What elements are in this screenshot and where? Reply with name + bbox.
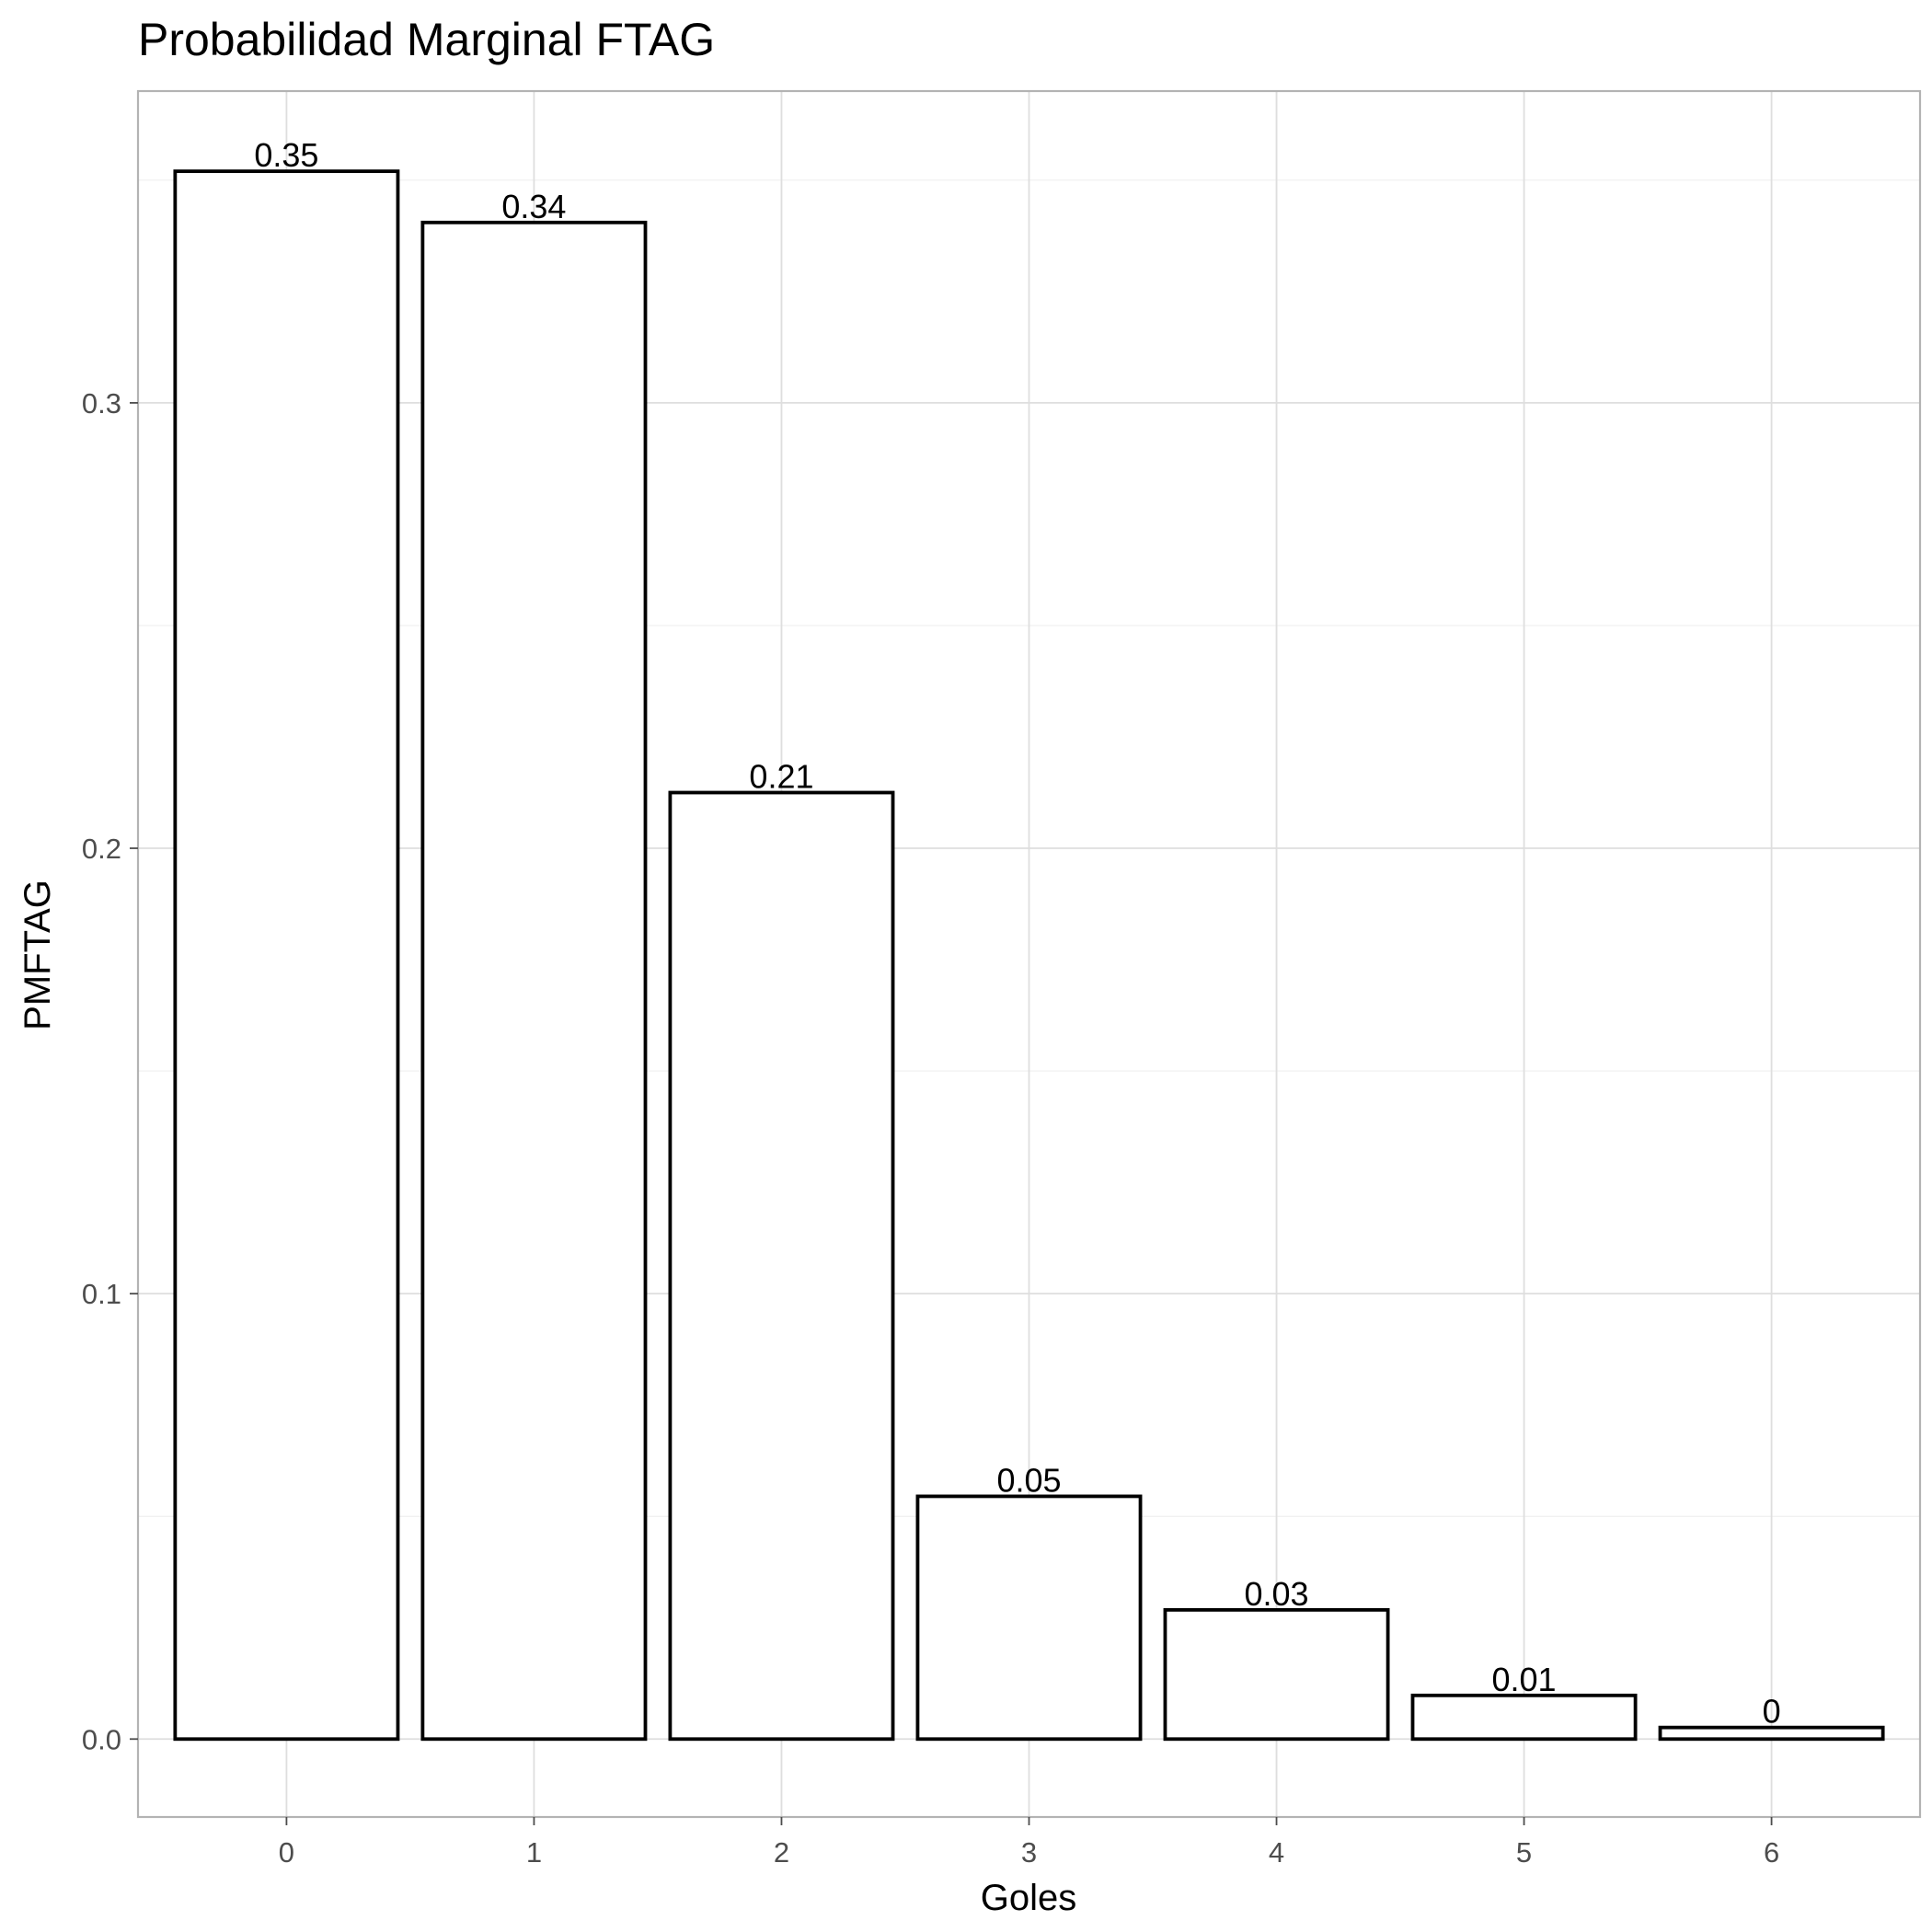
y-tick-label: 0.2 xyxy=(82,833,121,865)
x-tick-label: 6 xyxy=(1764,1836,1779,1869)
data-label-5: 0.01 xyxy=(1492,1661,1557,1698)
bar-4 xyxy=(1163,1607,1390,1742)
data-label-4: 0.03 xyxy=(1244,1575,1308,1613)
bar-5 xyxy=(1410,1693,1638,1742)
axes: 0.0 0.1 0.2 0.3 0 1 2 3 4 5 6 xyxy=(82,387,1779,1869)
chart-title: Probabilidad Marginal FTAG xyxy=(138,14,715,65)
data-label-2: 0.21 xyxy=(749,758,813,796)
x-tick-label: 2 xyxy=(774,1836,789,1869)
y-tick-label: 0.1 xyxy=(82,1278,121,1310)
data-label-0: 0.35 xyxy=(254,136,318,174)
x-tick-label: 0 xyxy=(279,1836,294,1869)
x-tick-label: 3 xyxy=(1021,1836,1037,1869)
data-label-1: 0.34 xyxy=(501,188,566,225)
data-label-6: 0 xyxy=(1763,1693,1781,1731)
bar-3 xyxy=(915,1494,1143,1742)
y-tick-label: 0.0 xyxy=(82,1723,121,1755)
bar-6 xyxy=(1658,1725,1885,1742)
bar-0 xyxy=(173,169,400,1742)
x-tick-label: 5 xyxy=(1516,1836,1532,1869)
bars xyxy=(173,169,1885,1742)
data-label-3: 0.05 xyxy=(996,1461,1061,1499)
x-tick-label: 1 xyxy=(526,1836,542,1869)
data-labels: 0.35 0.34 0.21 0.05 0.03 0.01 0 xyxy=(254,136,1780,1731)
y-axis-title: PMFTAG xyxy=(17,880,58,1030)
x-axis-title: Goles xyxy=(981,1878,1077,1918)
bar-2 xyxy=(668,790,895,1742)
y-tick-label: 0.3 xyxy=(82,387,121,420)
x-tick-label: 4 xyxy=(1269,1836,1284,1869)
bar-1 xyxy=(420,220,648,1742)
